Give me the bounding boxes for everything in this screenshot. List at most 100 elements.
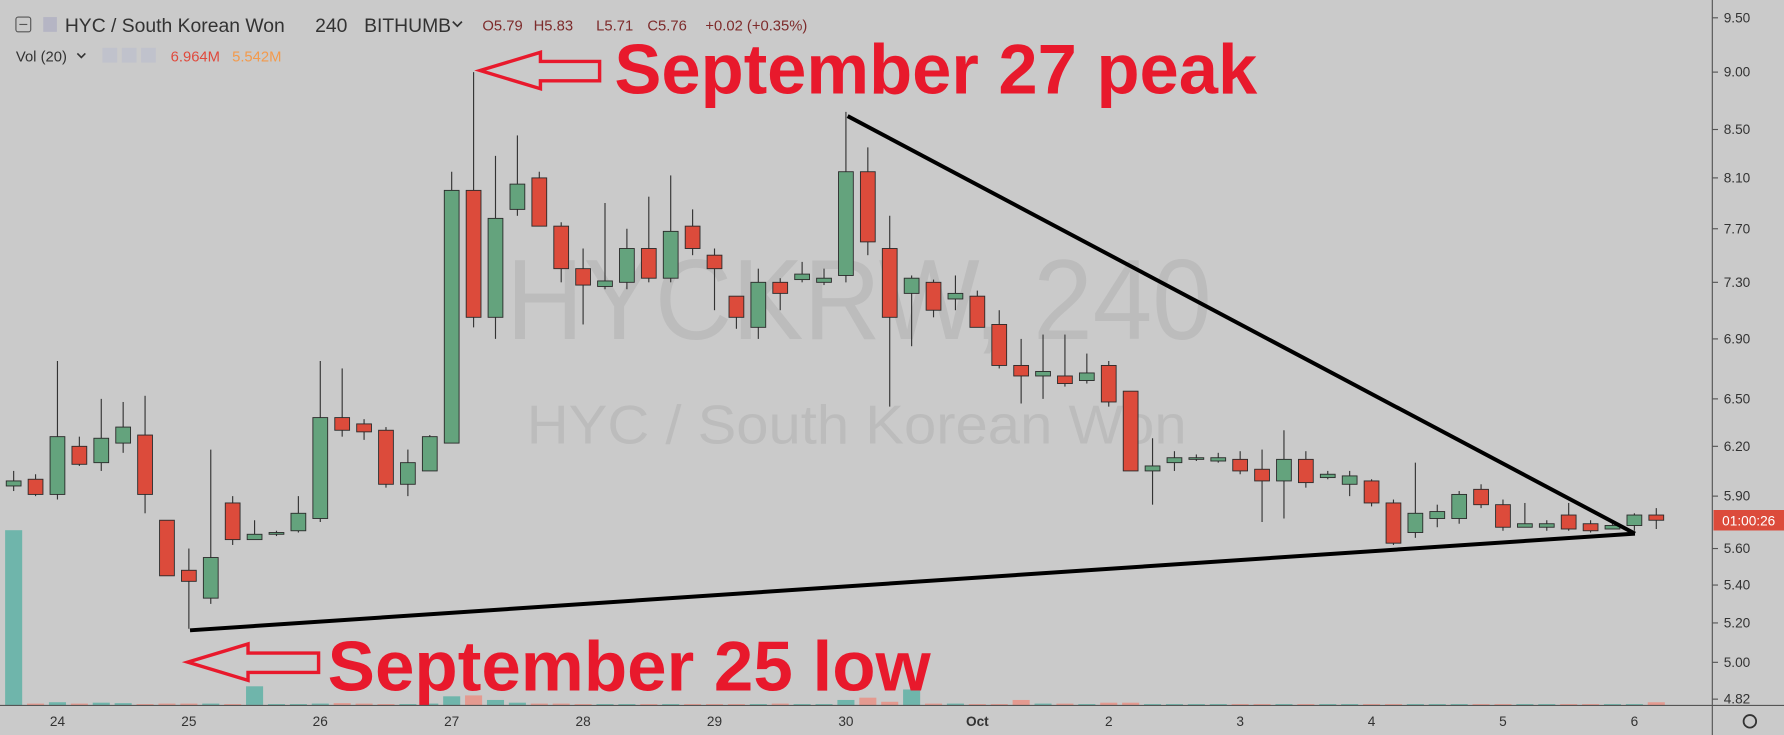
candle-body (881, 248, 898, 318)
candle-body (1100, 364, 1117, 403)
volume-bar (946, 703, 964, 706)
volume-bar (1231, 704, 1249, 706)
volume-bar (1363, 704, 1381, 706)
volume-bar (924, 703, 943, 706)
candle-body (443, 189, 460, 444)
candle-body (1363, 480, 1380, 504)
interval[interactable]: 240 (315, 15, 347, 37)
candle-body (925, 281, 942, 311)
candle-body (49, 436, 66, 495)
volume-bar (837, 699, 855, 706)
candle-body (1385, 502, 1402, 544)
trendline (189, 531, 1636, 633)
candle-body (137, 434, 153, 495)
volume-bar (1494, 704, 1512, 706)
candle-body (1210, 457, 1227, 462)
x-tick-label: 4 (1368, 714, 1376, 729)
volume-bar (202, 703, 220, 706)
candle-body (181, 569, 197, 582)
volume-bar (246, 686, 264, 706)
x-tick-label: 5 (1499, 714, 1507, 729)
close-label: C5.76 (647, 19, 686, 35)
candle-body (640, 248, 657, 279)
close-icon[interactable] (141, 47, 156, 63)
candle-body (224, 502, 241, 541)
volume-bar (421, 703, 439, 706)
watermark-symbol: HYCKRW, 240 (506, 237, 1211, 364)
candle-body (71, 445, 88, 465)
x-tick-label: 29 (707, 714, 722, 729)
volume-bar (1275, 704, 1293, 706)
candle-body (1582, 523, 1599, 532)
candle-body (1298, 458, 1314, 484)
x-tick-label: 30 (838, 714, 854, 729)
exchange[interactable]: BITHUMB (364, 15, 451, 37)
candle-body (794, 273, 810, 281)
volume-bar (355, 703, 373, 706)
y-tick-label: 9.50 (1724, 10, 1751, 25)
collapse-icon[interactable] (15, 16, 32, 33)
volume-bar (1253, 704, 1271, 706)
y-tick-label: 8.50 (1724, 122, 1751, 137)
candle-body (597, 280, 613, 287)
volume-bar (465, 695, 483, 706)
candle-body (312, 417, 329, 519)
y-tick-label: 6.50 (1724, 391, 1751, 406)
volume-bar (399, 704, 417, 706)
settings-icon[interactable] (121, 47, 137, 63)
high-label: H5.83 (534, 19, 573, 35)
candle-body (728, 295, 745, 318)
volume-bar (684, 704, 702, 706)
volume-bar (158, 703, 176, 706)
candle-body (246, 533, 263, 541)
x-tick-label: 28 (576, 714, 591, 729)
dropdown-icon[interactable] (76, 52, 86, 59)
candle-body (1035, 370, 1051, 377)
candle-body (1341, 475, 1358, 485)
candle-body (1013, 364, 1029, 377)
candle-body (684, 225, 701, 249)
candle-body (1451, 493, 1468, 519)
annotation: September 25 low (328, 627, 931, 706)
settings-gear[interactable] (1742, 714, 1758, 729)
dropdown-icon[interactable] (452, 21, 463, 28)
candle-body (378, 429, 394, 485)
arrow (474, 50, 602, 92)
volume-title[interactable]: Vol (20) (16, 49, 67, 65)
symbol[interactable]: HYC / South Korean Won (65, 15, 285, 37)
candle-body (159, 519, 175, 577)
candle-body (421, 436, 438, 472)
volume-bar (1187, 704, 1205, 706)
candle-body (1495, 504, 1511, 528)
volume-bar (377, 704, 395, 706)
volume-bar (990, 704, 1008, 706)
candle-body (838, 171, 854, 276)
watermark-name: HYC / South Korean Won (527, 395, 1187, 456)
volume-bar (1472, 704, 1490, 706)
volume-bar (1144, 704, 1162, 706)
candle-body (202, 557, 219, 599)
y-tick-label: 5.20 (1724, 615, 1751, 630)
y-tick-label: 5.90 (1724, 489, 1751, 504)
volume-bar (1406, 704, 1424, 706)
candle-body (1057, 375, 1073, 385)
volume-bar (1384, 704, 1402, 706)
volume-bar (267, 704, 286, 706)
symbol-icon (43, 17, 57, 32)
candle-body (662, 230, 679, 279)
volume-bar (1516, 704, 1534, 706)
eye-icon[interactable] (102, 47, 118, 63)
volume-bar (574, 704, 592, 706)
candle-body (1166, 457, 1183, 464)
volume-bar (1056, 703, 1074, 706)
x-tick-label: Oct (966, 714, 989, 729)
candle-body (859, 171, 876, 243)
candle-body (706, 254, 723, 270)
volume-bar (1012, 699, 1030, 706)
volume-bar (793, 704, 811, 706)
arrow (181, 641, 321, 683)
candle-body (1517, 523, 1533, 528)
candle-body (1626, 514, 1643, 526)
volume-bar (727, 704, 745, 706)
candle-body (531, 177, 548, 227)
